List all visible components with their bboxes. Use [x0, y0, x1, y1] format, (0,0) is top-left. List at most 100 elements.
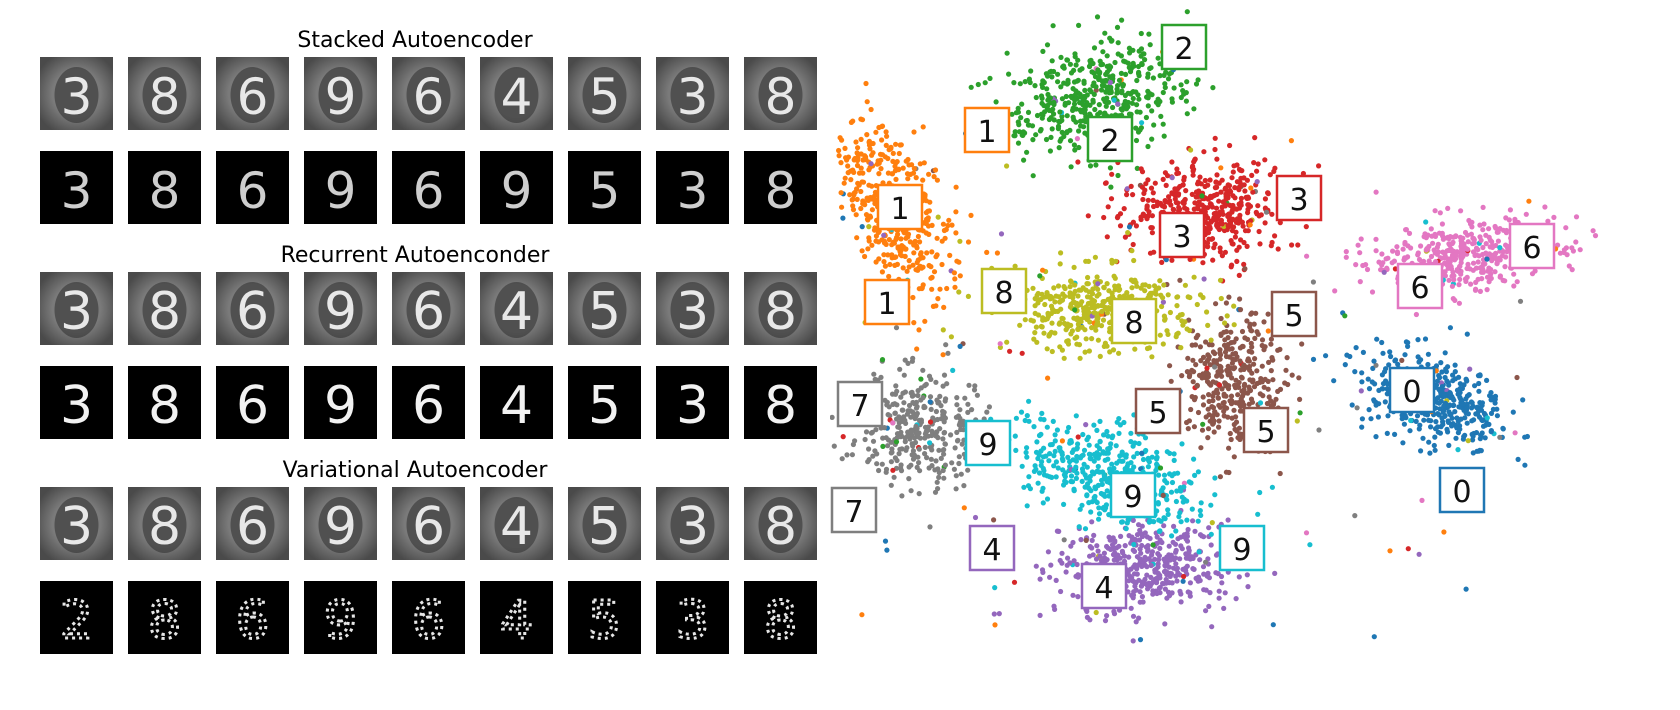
scatter-point	[1173, 561, 1179, 567]
scatter-point	[1236, 215, 1242, 221]
scatter-point	[874, 461, 880, 467]
input-digit-tile: 4	[480, 57, 553, 130]
digit-glyph: 6	[236, 497, 269, 557]
scatter-point	[1215, 390, 1221, 396]
scatter-point	[1130, 517, 1136, 524]
scatter-point	[880, 443, 886, 449]
scatter-point	[1251, 384, 1258, 390]
scatter-point	[1434, 244, 1440, 250]
scatter-point	[1217, 277, 1224, 283]
scatter-point	[1244, 572, 1250, 578]
scatter-point	[842, 145, 848, 151]
scatter-point	[1577, 247, 1583, 253]
scatter-point	[1059, 347, 1065, 353]
scatter-point	[1240, 223, 1246, 229]
scatter-point	[1200, 394, 1206, 400]
scatter-point	[1267, 172, 1273, 178]
scatter-point	[1079, 324, 1085, 330]
scatter-point	[1477, 222, 1483, 228]
scatter-point	[1180, 578, 1186, 584]
scatter-point	[952, 284, 958, 290]
scatter-point	[1296, 375, 1302, 381]
digit-glyph: 9	[325, 162, 357, 220]
scatter-point	[1236, 166, 1243, 172]
scatter-point	[1059, 96, 1065, 102]
scatter-point	[906, 258, 912, 264]
scatter-point	[1073, 413, 1079, 419]
scatter-point	[1268, 368, 1274, 374]
scatter-point	[839, 456, 845, 462]
scatter-point	[1310, 356, 1317, 362]
input-digit-tile: 9	[304, 487, 377, 560]
scatter-point	[1216, 226, 1222, 233]
scatter-point	[1082, 526, 1089, 532]
scatter-point	[1449, 283, 1455, 289]
scatter-point	[1059, 550, 1065, 556]
scatter-point	[1372, 381, 1378, 387]
scatter-point	[1111, 557, 1117, 563]
digit-glyph: 5	[589, 68, 621, 126]
scatter-point	[1472, 287, 1479, 293]
scatter-point	[1109, 461, 1115, 467]
scatter-point	[1047, 451, 1053, 457]
scatter-point	[1207, 193, 1214, 199]
scatter-point	[860, 201, 866, 207]
scatter-point	[1125, 517, 1131, 523]
scatter-point	[1359, 424, 1365, 430]
scatter-point	[928, 456, 934, 462]
scatter-point	[942, 462, 948, 468]
scatter-point	[916, 491, 922, 497]
digit-glyph: 8	[148, 376, 181, 436]
scatter-point	[1157, 73, 1163, 79]
scatter-point	[1076, 22, 1082, 28]
scatter-point	[920, 124, 926, 130]
scatter-point	[1463, 376, 1469, 382]
scatter-point	[1447, 242, 1453, 248]
scatter-point	[1218, 331, 1224, 337]
scatter-point	[1116, 77, 1123, 83]
scatter-point	[1209, 404, 1215, 410]
scatter-point	[1161, 72, 1167, 78]
scatter-point	[1177, 588, 1183, 595]
scatter-point	[1497, 248, 1503, 254]
scatter-point	[920, 177, 926, 183]
scatter-point	[1161, 282, 1167, 288]
scatter-point	[1049, 441, 1055, 448]
scatter-point	[1437, 406, 1443, 412]
scatter-point	[1195, 409, 1202, 416]
scatter-point	[941, 430, 947, 436]
scatter-point	[1227, 142, 1233, 149]
scatter-point	[1169, 479, 1176, 486]
scatter-point	[1072, 282, 1078, 288]
scatter-point	[1044, 424, 1050, 430]
scatter-point	[1193, 552, 1199, 558]
scatter-point	[1481, 221, 1487, 227]
scatter-point	[870, 453, 876, 459]
scatter-point	[1031, 336, 1037, 342]
scatter-point	[1236, 574, 1242, 580]
scatter-point	[1026, 474, 1032, 480]
scatter-point	[1206, 525, 1212, 531]
scatter-point	[1470, 260, 1477, 266]
scatter-point	[1149, 108, 1155, 114]
scatter-point	[1231, 163, 1237, 169]
scatter-point	[1195, 77, 1201, 83]
scatter-point	[1510, 409, 1516, 415]
scatter-point	[1081, 124, 1087, 130]
scatter-point	[1102, 305, 1108, 311]
scatter-point	[1226, 294, 1232, 300]
scatter-point	[1416, 551, 1422, 557]
scatter-point	[896, 167, 902, 173]
scatter-point	[1058, 306, 1064, 312]
scatter-point	[1421, 234, 1427, 240]
scatter-point	[1191, 206, 1197, 212]
scatter-point	[1098, 39, 1104, 45]
scatter-point	[1200, 402, 1207, 408]
scatter-point	[1449, 423, 1455, 429]
scatter-point	[1360, 262, 1366, 269]
scatter-point	[1097, 418, 1103, 424]
scatter-point	[1101, 83, 1107, 89]
input-digit-tile: 6	[392, 487, 465, 560]
scatter-point	[1446, 382, 1452, 388]
scatter-point	[888, 482, 894, 488]
